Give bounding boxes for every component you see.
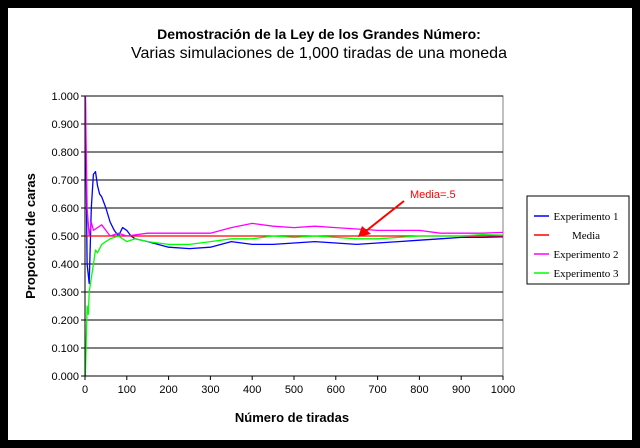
series-lines — [84, 95, 504, 377]
x-tick-label: 500 — [285, 384, 303, 396]
x-tick-label: 100 — [118, 384, 136, 396]
y-tick-label: 0.300 — [51, 287, 79, 299]
y-tick-label: 1.000 — [51, 91, 79, 103]
annotation-arrow — [365, 200, 405, 232]
legend: Experimento 1 Media Experimento 2 Experimen… — [526, 195, 630, 285]
y-axis-ticks: 0.000 0.100 0.200 0.300 0.400 0.500 0.600 0.700… — [51, 91, 85, 383]
annotation-label: Media=.5 — [410, 189, 456, 201]
series-line-experimento-3 — [84, 233, 504, 377]
annotation-arrowhead — [358, 226, 371, 237]
x-tick-label: 1000 — [491, 384, 515, 396]
legend-items: Experimento 1 Media Experimento 2 Experimen… — [534, 211, 619, 280]
legend-label: Experimento 2 — [553, 249, 618, 261]
x-axis-label: Número de tiradas — [235, 410, 349, 425]
chart: Demostración de la Ley de los Grandes Nú… — [23, 26, 630, 425]
y-tick-label: 0.900 — [51, 119, 79, 131]
legend-label: Media — [572, 230, 600, 242]
x-tick-label: 400 — [243, 384, 261, 396]
legend-label: Experimento 1 — [553, 211, 618, 223]
grid — [85, 95, 503, 349]
y-tick-label: 0.600 — [51, 203, 79, 215]
x-tick-label: 300 — [201, 384, 219, 396]
chart-frame: Demostración de la Ley de los Grandes Nú… — [8, 8, 632, 440]
x-tick-label: 800 — [410, 384, 428, 396]
y-tick-label: 0.200 — [51, 315, 79, 327]
legend-box — [526, 195, 630, 285]
y-tick-label: 0.400 — [51, 259, 79, 271]
y-tick-label: 0.100 — [51, 343, 79, 355]
annotation: Media=.5 — [358, 189, 456, 237]
chart-subtitle: Varias simulaciones de 1,000 tiradas de … — [131, 45, 507, 62]
x-tick-label: 0 — [82, 384, 88, 396]
y-tick-label: 0.500 — [51, 231, 79, 243]
x-tick-label: 700 — [368, 384, 386, 396]
y-tick-label: 0.800 — [51, 147, 79, 159]
y-tick-label: 0.700 — [51, 175, 79, 187]
legend-label: Experimento 3 — [553, 268, 619, 280]
x-tick-label: 200 — [159, 384, 177, 396]
x-axis-ticks: 0 100 200 300 400 500 600 700 800 900 1000 — [82, 376, 515, 396]
y-axis-label: Proporción de caras — [23, 173, 38, 299]
series-line-experimento-2 — [84, 95, 504, 237]
x-tick-label: 600 — [327, 384, 345, 396]
chart-title: Demostración de la Ley de los Grandes Nú… — [157, 26, 481, 42]
y-tick-label: 0.000 — [51, 371, 79, 383]
x-tick-label: 900 — [452, 384, 470, 396]
